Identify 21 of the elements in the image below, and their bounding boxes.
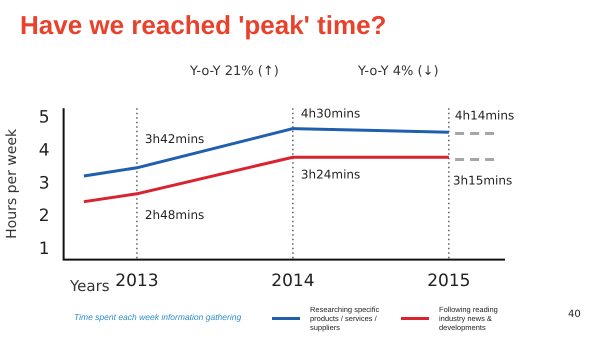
text: Y-o-Y 21% (↑) — [190, 64, 279, 79]
y-tick-label: 5 — [38, 107, 50, 128]
y-axis-title: Hours per week — [4, 128, 20, 239]
text: 40 — [568, 309, 581, 320]
y-tick-label: 1 — [38, 239, 50, 260]
x-axis-title: Years — [70, 277, 110, 295]
x-tick-label: 2015 — [427, 271, 470, 292]
y-tick-label: 4 — [38, 140, 50, 160]
annotation: 2h48mins — [144, 208, 204, 222]
y-tick-label: 3 — [38, 173, 50, 194]
annotation: 4h14mins — [454, 108, 514, 122]
chart-title: Have we reached 'peak' time? — [20, 10, 386, 41]
text: Time spent each week information gathering — [74, 312, 242, 322]
annotation: 4h30mins — [300, 106, 360, 121]
y-tick-label: 2 — [38, 206, 50, 226]
annotation: 3h24mins — [300, 167, 360, 182]
text: Y-o-Y 4% (↓) — [358, 64, 439, 79]
x-tick-label: 2013 — [115, 271, 159, 292]
annotation: 3h15mins — [452, 173, 512, 188]
annotation: 3h42mins — [144, 132, 204, 146]
x-tick-label: 2014 — [271, 271, 315, 292]
